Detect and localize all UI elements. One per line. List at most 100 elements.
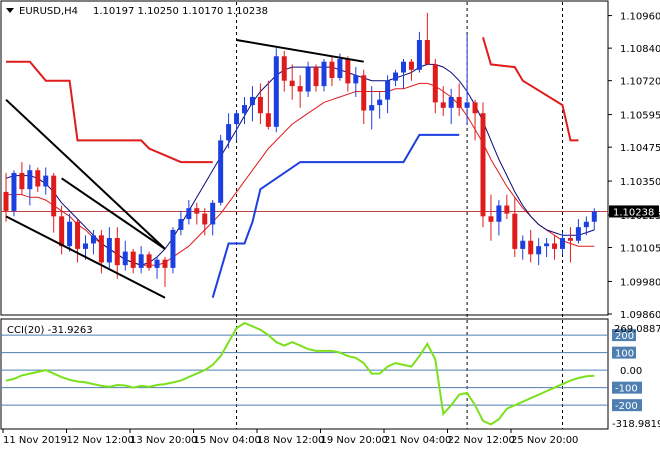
ohlc-readout: 1.10197 1.10250 1.10170 1.10238 — [93, 6, 268, 17]
trendline — [5, 215, 166, 299]
price-tick-label: 1.09860 — [620, 310, 660, 321]
price-tick-label: 1.10105 — [620, 244, 660, 255]
current-price-label: 1.10238 — [613, 207, 654, 218]
candle-body — [496, 205, 502, 222]
candle-body — [583, 221, 589, 228]
candle-body — [170, 229, 176, 268]
price-tick-label: 1.10960 — [620, 12, 660, 23]
cci-level-tag — [612, 399, 642, 412]
candle-body — [488, 216, 494, 222]
candle-body — [321, 61, 327, 87]
candle-body — [416, 39, 422, 70]
candle-body — [67, 221, 73, 247]
candle-body — [385, 80, 391, 100]
channel-lower-line — [211, 133, 460, 298]
moving-average-fast — [5, 63, 595, 266]
trendline — [236, 38, 364, 63]
time-tick-label: 12 Nov 12:00 — [67, 435, 134, 446]
candle-body — [369, 105, 375, 111]
price-tick-label: 1.09980 — [620, 277, 660, 288]
candle-body — [297, 86, 303, 92]
symbol-dropdown-icon[interactable] — [6, 8, 14, 13]
time-tick-label: 19 Nov 20:00 — [321, 435, 388, 446]
candle-body — [393, 72, 399, 81]
candle-body — [138, 254, 144, 268]
candle-body — [440, 102, 446, 108]
candle-body — [11, 172, 17, 211]
candle-body — [202, 213, 208, 225]
trendline — [5, 98, 166, 250]
axes: 1.10960 1.10840 1.10720 1.10595 1.10475 1.103… — [2, 12, 660, 446]
candle-body — [122, 251, 128, 266]
candle-body — [162, 259, 168, 268]
price-plot — [1, 2, 608, 429]
candle-body — [43, 175, 49, 187]
candle-body — [130, 251, 136, 268]
cci-level-label: -200 — [615, 401, 638, 412]
candle-body — [337, 58, 343, 78]
candle-body — [281, 56, 287, 81]
cci-level-tag — [612, 346, 636, 359]
candle-body — [242, 105, 247, 114]
cci-title: CCI(20) -31.9263 — [7, 325, 93, 336]
cci-level-label: -100 — [615, 384, 638, 395]
candle-body — [591, 211, 597, 222]
candle-body — [345, 58, 351, 84]
candle-body — [27, 170, 33, 190]
candle-body — [560, 238, 565, 249]
candle-body — [234, 113, 240, 125]
price-tick-label: 1.10595 — [620, 111, 660, 122]
candle-body — [98, 235, 104, 263]
candle-body — [249, 96, 255, 106]
candle-body — [35, 170, 41, 187]
candle-body — [329, 61, 335, 78]
candle-body — [408, 61, 414, 70]
candle-body — [146, 254, 152, 268]
candle-body — [3, 191, 9, 211]
time-tick-label: 22 Nov 12:00 — [448, 435, 515, 446]
candle-body — [464, 102, 470, 108]
candle-body — [512, 213, 518, 249]
cci-line — [5, 321, 595, 426]
cci-level-label: 0.00 — [620, 366, 642, 377]
candle-body — [448, 96, 454, 108]
candle-body — [226, 124, 232, 141]
candle-body — [361, 75, 367, 111]
cci-max-label: 269.0887 — [614, 324, 660, 335]
price-tick-label: 1.10350 — [620, 177, 660, 188]
time-tick-label: 11 Nov 2019 — [3, 435, 67, 446]
candle-body — [289, 80, 295, 87]
candle-body — [154, 259, 160, 268]
cci-min-label: -318.9819 — [612, 419, 660, 430]
cci-level-label: 100 — [615, 349, 634, 360]
candle-body — [194, 208, 200, 214]
candle-body — [504, 205, 510, 214]
candle-body — [114, 238, 120, 266]
candle-body — [186, 208, 192, 220]
candle-body — [90, 235, 96, 244]
symbol-label: EURUSD,H4 — [19, 6, 78, 17]
current-price-tag — [609, 205, 659, 218]
candle-body — [536, 246, 542, 255]
time-tick-label: 21 Nov 04:00 — [384, 435, 451, 446]
candle-body — [377, 99, 383, 106]
candle-body — [178, 219, 184, 230]
candle-body — [218, 140, 224, 203]
candle-body — [552, 243, 558, 249]
time-tick-label: 15 Nov 04:00 — [194, 435, 261, 446]
candle-body — [305, 67, 311, 92]
candle-body — [83, 243, 88, 249]
cci-plot — [1, 321, 608, 426]
time-tick-label: 18 Nov 12:00 — [257, 435, 324, 446]
price-tick-label: 1.10840 — [620, 44, 660, 55]
candle-body — [544, 243, 550, 247]
candle-body — [19, 172, 25, 190]
candle-body — [59, 216, 65, 247]
candle-body — [432, 64, 438, 103]
candle-body — [257, 96, 263, 114]
candle-body — [424, 39, 430, 65]
candle-body — [472, 102, 478, 114]
time-tick-label: 25 Nov 20:00 — [511, 435, 578, 446]
candle-body — [520, 240, 526, 249]
main-plot-frame — [0, 0, 609, 316]
